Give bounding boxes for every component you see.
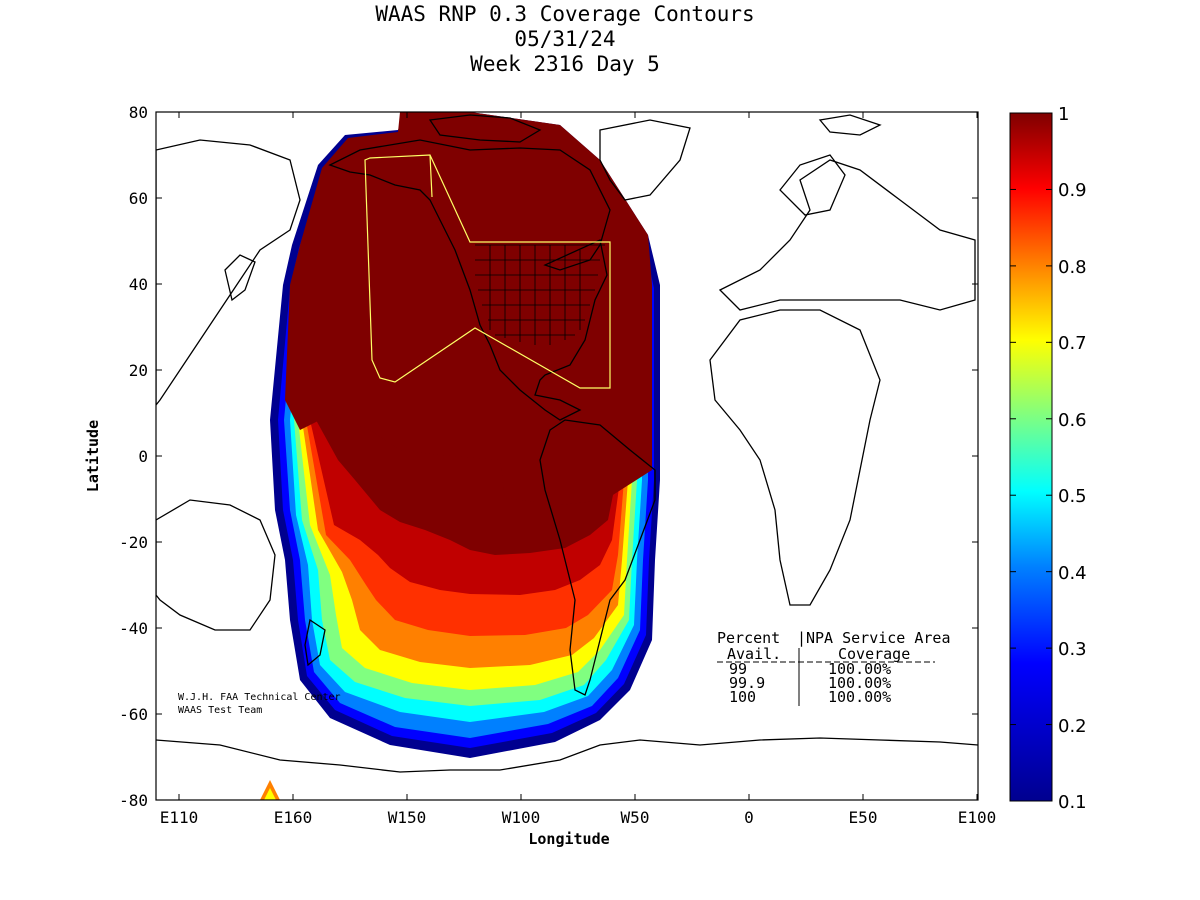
- coastlines: [156, 114, 978, 773]
- y-tick-marks: [156, 111, 978, 801]
- table-header-npa: NPA Service Area: [806, 629, 951, 647]
- y-tick-label: -20: [119, 533, 148, 552]
- coverage-table: Percent | NPA Service Area Avail. Covera…: [717, 629, 951, 706]
- chart-date: 05/31/24: [514, 27, 616, 51]
- y-tick-label: -40: [119, 619, 148, 638]
- coverage-contours: [260, 112, 660, 800]
- new-zealand-coast: [304, 618, 326, 667]
- colorbar-label: 0.5: [1058, 486, 1087, 507]
- y-tick-label: 0: [138, 447, 148, 466]
- colorbar-label: 0.9: [1058, 180, 1087, 201]
- x-tick-labels: E110 E160 W150 W100 W50 0 E50 E100: [160, 808, 997, 827]
- europe-africa-coast: [709, 309, 881, 606]
- x-tick-label: E110: [160, 808, 199, 827]
- y-tick-label: 80: [129, 103, 148, 122]
- north-america-coast: [328, 139, 611, 421]
- contour-core: [285, 112, 652, 505]
- us-state-borders: [475, 244, 605, 345]
- x-tick-label: 0: [744, 808, 754, 827]
- x-tick-label: W100: [502, 808, 541, 827]
- table-header-coverage: Coverage: [838, 645, 910, 663]
- x-tick-label: E100: [958, 808, 997, 827]
- antarctica-coast: [156, 737, 978, 773]
- arctic-islands: [428, 114, 542, 143]
- colorbar-label: 0.4: [1058, 563, 1087, 584]
- y-tick-label: 20: [129, 361, 148, 380]
- colorbar-label: 0.3: [1058, 639, 1087, 660]
- colorbar-label: 0.6: [1058, 410, 1087, 431]
- x-tick-label: W150: [388, 808, 427, 827]
- x-tick-label: W50: [621, 808, 650, 827]
- credit-line-1: W.J.H. FAA Technical Center: [178, 692, 341, 703]
- y-tick-label: -60: [119, 705, 148, 724]
- x-tick-label: E160: [274, 808, 313, 827]
- table-row-avail: 99.9: [729, 674, 765, 692]
- svalbard: [818, 114, 882, 136]
- table-row-avail: 99: [729, 660, 747, 678]
- south-america-coast: [539, 419, 656, 696]
- japan-coast: [224, 254, 256, 302]
- table-row-coverage: 100.00%: [828, 674, 891, 692]
- y-tick-label: -80: [119, 791, 148, 810]
- colorbar-labels: 1 0.9 0.8 0.7 0.6 0.5 0.4 0.3 0.2 0.1: [1058, 104, 1087, 813]
- australia-coast: [156, 499, 276, 631]
- x-tick-marks: [178, 112, 978, 800]
- table-header-avail: Avail.: [727, 645, 781, 663]
- credit-line-2: WAAS Test Team: [178, 705, 262, 716]
- y-tick-label: 60: [129, 189, 148, 208]
- table-row-coverage: 100.00%: [828, 660, 891, 678]
- x-axis-title: Longitude: [528, 830, 609, 848]
- service-area-outline: [364, 154, 611, 389]
- colorbar-label: 0.1: [1058, 792, 1087, 813]
- colorbar-label: 0.8: [1058, 257, 1087, 278]
- table-header-percent: Percent: [717, 629, 780, 647]
- y-tick-labels: 80 60 40 20 0 -20 -40 -60 -80: [119, 103, 148, 810]
- table-row-avail: 100: [729, 688, 756, 706]
- y-tick-label: 40: [129, 275, 148, 294]
- chart-title: WAAS RNP 0.3 Coverage Contours: [375, 2, 755, 26]
- colorbar-label: 0.7: [1058, 333, 1087, 354]
- colorbar-label: 0.2: [1058, 716, 1087, 737]
- colorbar-label: 1: [1058, 104, 1069, 125]
- colorbar-ticks: [1010, 112, 1052, 802]
- scandinavia-coast: [779, 154, 846, 216]
- colorbar: [1009, 112, 1053, 802]
- chart-week: Week 2316 Day 5: [470, 52, 660, 76]
- asia-coast: [156, 139, 301, 407]
- greenland-coast: [599, 119, 691, 201]
- x-tick-label: E50: [849, 808, 878, 827]
- table-row-coverage: 100.00%: [828, 688, 891, 706]
- y-axis-title: Latitude: [84, 420, 102, 492]
- table-header-divider: |: [797, 629, 806, 647]
